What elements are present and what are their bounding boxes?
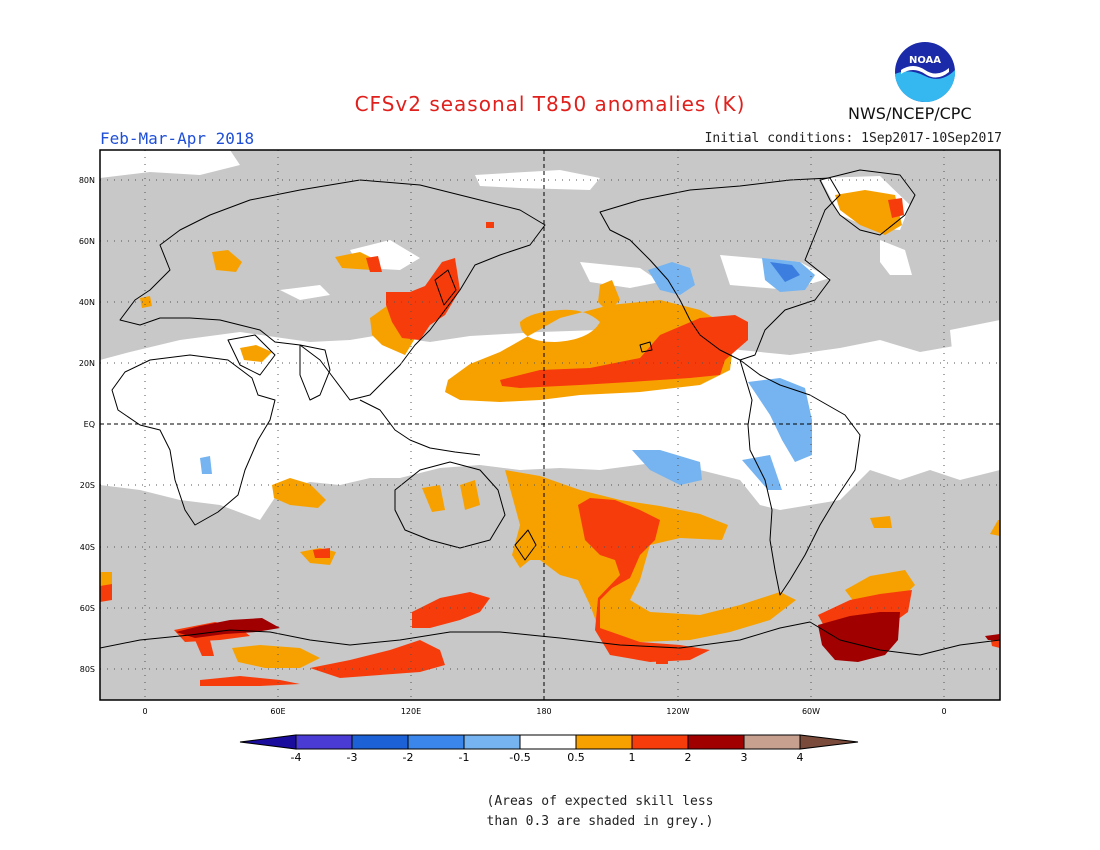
lat-label: 20N <box>79 359 95 368</box>
skill-note-line: than 0.3 are shaded in grey.) <box>486 814 714 829</box>
colorbar-bin <box>463 734 521 750</box>
colorbar-bin <box>239 734 297 750</box>
colorbar-bin <box>687 734 745 750</box>
lat-label: 80S <box>80 665 95 674</box>
lat-label: 60N <box>79 237 95 246</box>
forecast-period: Feb-Mar-Apr 2018 <box>100 129 255 148</box>
graticule <box>100 150 1000 700</box>
colorbar-bin <box>519 734 577 750</box>
colorbar-label: 2 <box>685 751 692 764</box>
map-field <box>100 150 1000 700</box>
logo-text: NOAA <box>909 55 941 66</box>
colorbar-label: 3 <box>741 751 748 764</box>
lon-label: 0 <box>142 707 147 716</box>
noaa-logo-icon: NOAA <box>895 42 956 103</box>
colorbar-label: -2 <box>403 751 414 764</box>
lat-label: 20S <box>80 481 95 490</box>
lon-label: 60W <box>802 707 820 716</box>
colorbar-bin <box>799 734 859 750</box>
colorbar-bin <box>351 734 409 750</box>
reference-lines <box>100 150 1000 700</box>
agency-label: NWS/NCEP/CPC <box>848 104 972 123</box>
map-frame <box>99 149 1001 701</box>
colorbar-bin <box>407 734 465 750</box>
coastlines <box>100 169 1000 656</box>
colorbar-bin <box>575 734 633 750</box>
chart-title: CFSv2 seasonal T850 anomalies (K) <box>354 92 746 116</box>
lat-label: 60S <box>80 604 95 613</box>
lon-label: 60E <box>270 707 285 716</box>
lat-label: 80N <box>79 176 95 185</box>
lon-label: 120W <box>666 707 689 716</box>
lon-labels: 0 60E 120E 180 120W 60W 0 <box>142 707 946 716</box>
colorbar-label: 1 <box>629 751 636 764</box>
colorbar-label: -0.5 <box>509 751 530 764</box>
lat-label: 40N <box>79 298 95 307</box>
lat-labels: 80N 60N 40N 20N EQ 20S 40S 60S 80S <box>79 176 95 674</box>
colorbar-label: -3 <box>347 751 358 764</box>
colorbar-label: 4 <box>797 751 804 764</box>
colorbar-label: -1 <box>459 751 470 764</box>
skill-note-line: (Areas of expected skill less <box>486 794 714 809</box>
skill-note: (Areas of expected skill less than 0.3 a… <box>440 792 760 832</box>
lat-label: EQ <box>84 420 95 429</box>
lon-label: 120E <box>401 707 421 716</box>
initial-conditions: Initial conditions: 1Sep2017-10Sep2017 <box>704 131 1002 146</box>
lat-label: 40S <box>80 543 95 552</box>
colorbar-bin <box>295 734 353 750</box>
colorbar-label: -4 <box>291 751 302 764</box>
lon-label: 180 <box>536 707 551 716</box>
colorbar-bin <box>631 734 689 750</box>
lon-label: 0 <box>941 707 946 716</box>
colorbar: -4 -3 -2 -1 -0.5 0.5 1 2 3 4 <box>239 734 859 764</box>
colorbar-label: 0.5 <box>567 751 585 764</box>
strong-cold-patch <box>770 262 800 282</box>
colorbar-bin <box>743 734 801 750</box>
